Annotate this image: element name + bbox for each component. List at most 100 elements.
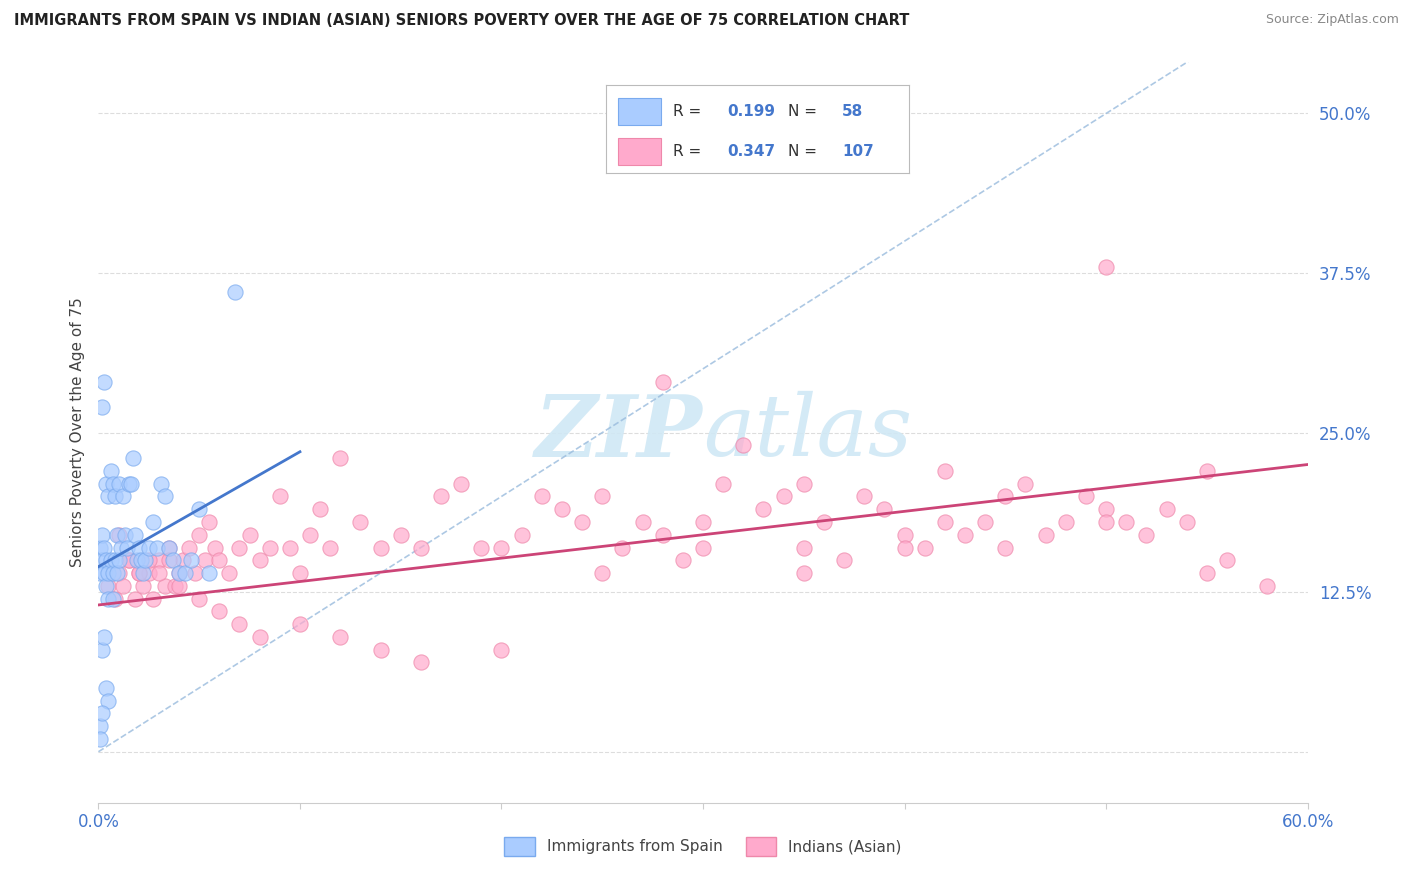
Immigrants from Spain: [91, 527, 114, 541]
Indians (Asian): [118, 553, 141, 567]
Immigrants from Spain: [107, 476, 129, 491]
Immigrants from Spain: [107, 553, 129, 567]
Indians (Asian): [118, 553, 141, 567]
Indians (Asian): [208, 553, 231, 567]
Indians (Asian): [132, 579, 155, 593]
Text: atlas: atlas: [703, 392, 912, 474]
Immigrants from Spain: [103, 490, 125, 504]
Immigrants from Spain: [96, 681, 118, 695]
Indians (Asian): [239, 527, 262, 541]
Indians (Asian): [551, 502, 574, 516]
Y-axis label: Seniors Poverty Over the Age of 75: Seniors Poverty Over the Age of 75: [69, 298, 84, 567]
Indians (Asian): [188, 527, 211, 541]
Indians (Asian): [97, 579, 120, 593]
Indians (Asian): [1135, 527, 1157, 541]
Indians (Asian): [1175, 515, 1198, 529]
Indians (Asian): [994, 490, 1017, 504]
Text: ZIP: ZIP: [536, 391, 703, 475]
Indians (Asian): [491, 642, 513, 657]
Indians (Asian): [692, 541, 714, 555]
Indians (Asian): [1054, 515, 1077, 529]
Indians (Asian): [128, 566, 150, 580]
Indians (Asian): [1035, 527, 1057, 541]
Indians (Asian): [107, 527, 129, 541]
Immigrants from Spain: [91, 706, 114, 721]
Indians (Asian): [179, 541, 201, 555]
Indians (Asian): [772, 490, 794, 504]
Immigrants from Spain: [93, 630, 115, 644]
Indians (Asian): [893, 527, 915, 541]
Indians (Asian): [510, 527, 533, 541]
Indians (Asian): [142, 591, 165, 606]
Indians (Asian): [672, 553, 695, 567]
Immigrants from Spain: [146, 541, 169, 555]
Indians (Asian): [752, 502, 775, 516]
Indians (Asian): [249, 553, 271, 567]
Indians (Asian): [793, 476, 815, 491]
Immigrants from Spain: [167, 566, 190, 580]
Indians (Asian): [793, 541, 815, 555]
Indians (Asian): [218, 566, 240, 580]
Indians (Asian): [288, 566, 311, 580]
Immigrants from Spain: [105, 527, 128, 541]
Indians (Asian): [111, 579, 134, 593]
Text: Source: ZipAtlas.com: Source: ZipAtlas.com: [1265, 13, 1399, 27]
Immigrants from Spain: [91, 642, 114, 657]
Immigrants from Spain: [125, 553, 148, 567]
Indians (Asian): [1014, 476, 1036, 491]
Immigrants from Spain: [93, 566, 115, 580]
Indians (Asian): [793, 566, 815, 580]
Indians (Asian): [299, 527, 322, 541]
Indians (Asian): [853, 490, 876, 504]
Indians (Asian): [450, 476, 472, 491]
Indians (Asian): [994, 541, 1017, 555]
Indians (Asian): [259, 541, 281, 555]
Immigrants from Spain: [111, 490, 134, 504]
Immigrants from Spain: [97, 591, 120, 606]
Text: IMMIGRANTS FROM SPAIN VS INDIAN (ASIAN) SENIORS POVERTY OVER THE AGE OF 75 CORRE: IMMIGRANTS FROM SPAIN VS INDIAN (ASIAN) …: [14, 13, 910, 29]
Immigrants from Spain: [105, 566, 128, 580]
Immigrants from Spain: [115, 541, 138, 555]
Immigrants from Spain: [89, 566, 111, 580]
Immigrants from Spain: [129, 553, 152, 567]
Indians (Asian): [813, 515, 835, 529]
Immigrants from Spain: [162, 553, 184, 567]
Indians (Asian): [167, 566, 190, 580]
Immigrants from Spain: [97, 694, 120, 708]
Indians (Asian): [1156, 502, 1178, 516]
Indians (Asian): [148, 553, 170, 567]
Indians (Asian): [138, 553, 160, 567]
Immigrants from Spain: [91, 553, 114, 567]
Indians (Asian): [1074, 490, 1097, 504]
Immigrants from Spain: [101, 566, 124, 580]
Indians (Asian): [349, 515, 371, 529]
Immigrants from Spain: [89, 541, 111, 555]
Immigrants from Spain: [89, 719, 111, 733]
Indians (Asian): [430, 490, 453, 504]
Indians (Asian): [733, 438, 755, 452]
Immigrants from Spain: [96, 476, 118, 491]
Immigrants from Spain: [224, 285, 246, 300]
Indians (Asian): [491, 541, 513, 555]
Indians (Asian): [389, 527, 412, 541]
Immigrants from Spain: [134, 553, 156, 567]
Immigrants from Spain: [198, 566, 221, 580]
Indians (Asian): [228, 541, 250, 555]
Indians (Asian): [269, 490, 291, 504]
Indians (Asian): [198, 515, 221, 529]
Indians (Asian): [153, 579, 176, 593]
Immigrants from Spain: [96, 553, 118, 567]
Indians (Asian): [409, 541, 432, 555]
Immigrants from Spain: [174, 566, 197, 580]
Immigrants from Spain: [188, 502, 211, 516]
Immigrants from Spain: [121, 451, 143, 466]
Indians (Asian): [184, 566, 207, 580]
Immigrants from Spain: [100, 464, 122, 478]
Indians (Asian): [194, 553, 217, 567]
Immigrants from Spain: [101, 591, 124, 606]
Indians (Asian): [128, 566, 150, 580]
Indians (Asian): [172, 553, 194, 567]
Immigrants from Spain: [96, 579, 118, 593]
Indians (Asian): [124, 591, 146, 606]
Immigrants from Spain: [157, 541, 180, 555]
